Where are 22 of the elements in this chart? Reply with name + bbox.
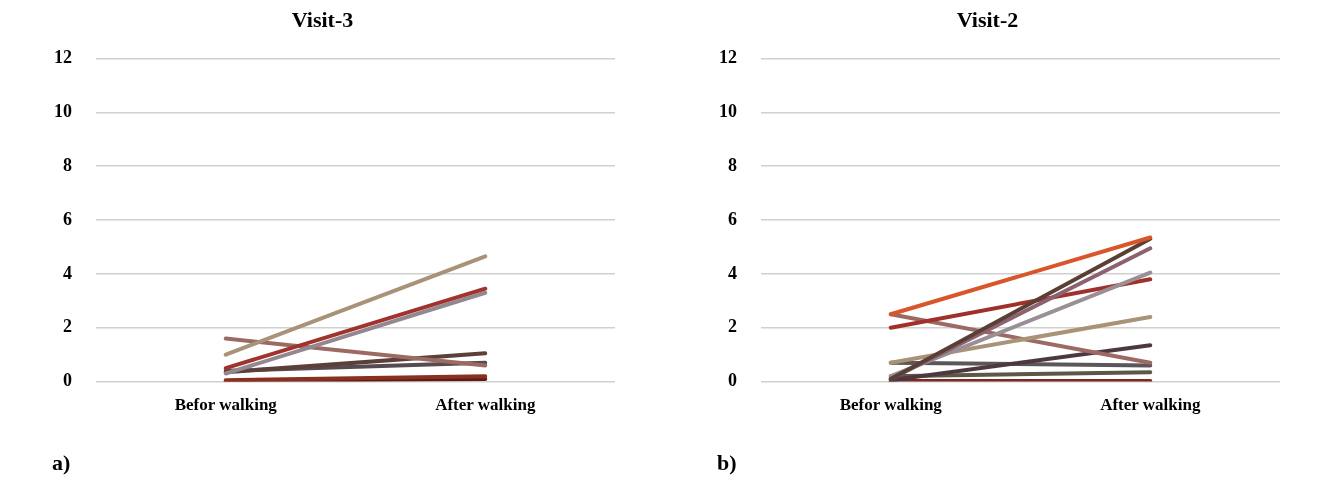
y-tick-label: 2 xyxy=(63,316,72,337)
x-tick-label: After walking xyxy=(435,395,536,415)
y-tick-label: 10 xyxy=(719,100,737,121)
y-tick-label: 12 xyxy=(719,47,737,68)
y-tick-label: 8 xyxy=(63,154,72,175)
y-tick-label: 8 xyxy=(728,154,737,175)
y-tick-label: 0 xyxy=(63,370,72,391)
text: b) xyxy=(717,450,738,476)
y-tick-label: 12 xyxy=(54,47,72,68)
y-tick-label: 4 xyxy=(728,262,737,283)
x-tick-label: After walking xyxy=(1100,395,1201,415)
y-tick-label: 6 xyxy=(728,208,737,229)
y-tick-label: 0 xyxy=(728,370,737,391)
x-tick-label: Befor walking xyxy=(839,395,943,415)
y-tick-label: 2 xyxy=(728,316,737,337)
x-tick-label: Befor walking xyxy=(174,395,278,415)
chart-title: Visit-2 xyxy=(956,6,1019,32)
y-tick-label: 6 xyxy=(63,208,72,229)
y-tick-label: 4 xyxy=(63,262,72,283)
y-tick-label: 10 xyxy=(54,100,72,121)
chart-title: Visit-3 xyxy=(291,6,354,32)
text: a) xyxy=(52,450,72,476)
